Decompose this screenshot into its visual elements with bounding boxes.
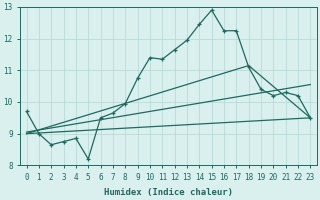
X-axis label: Humidex (Indice chaleur): Humidex (Indice chaleur) [104,188,233,197]
